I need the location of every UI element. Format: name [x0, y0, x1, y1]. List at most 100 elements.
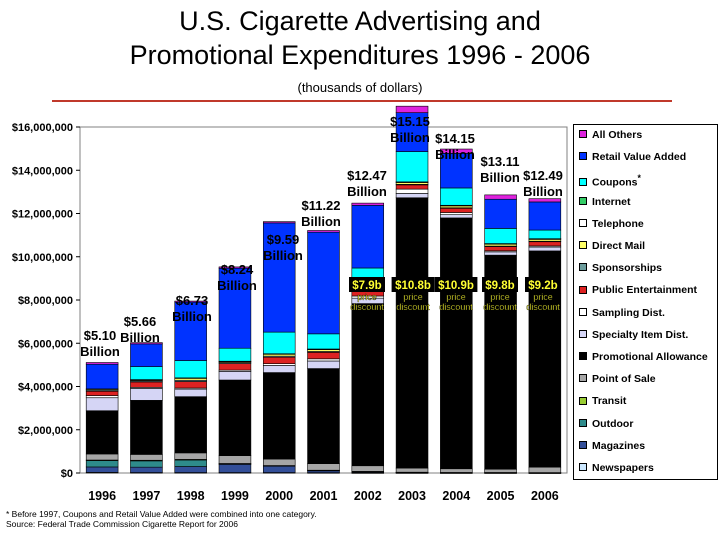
bar-2002-all-others	[351, 202, 385, 206]
y-tick-label: $0	[61, 468, 73, 480]
bar-1998-all-others	[174, 300, 207, 303]
legend-swatch	[579, 463, 587, 472]
bar-1997-specialty-item-dist	[130, 388, 163, 401]
discount-label-bg-2004	[434, 277, 478, 292]
x-tick-label: 1998	[177, 489, 205, 503]
bar-1998-retail-value-added	[174, 301, 207, 361]
bar-2003-sampling-dist	[395, 188, 429, 194]
total-annotation-2004: Billion	[435, 147, 475, 162]
x-tick-label: 1997	[133, 489, 161, 503]
legend-swatch	[579, 178, 587, 187]
discount-text-2002: discount	[350, 302, 384, 312]
bar-1996-outdoor	[85, 460, 119, 468]
legend-swatch	[579, 196, 587, 205]
total-annotation-1997: $5.66	[124, 314, 157, 329]
discount-value-2003: $10.8b	[395, 280, 431, 292]
bar-2005-specialty-item-dist	[484, 251, 517, 256]
bar-2004-retail-value-added	[440, 153, 473, 189]
bar-1997-promotional-allowance	[130, 400, 163, 455]
x-tick-label: 2004	[442, 489, 470, 503]
bar-1999-coupons	[218, 347, 252, 362]
discount-value-2006: $9.2b	[528, 280, 557, 292]
bar-2000-point-of-sale	[262, 458, 296, 466]
total-annotation-2002: Billion	[347, 184, 387, 199]
discount-text-2005: price	[490, 292, 510, 302]
legend-swatch	[579, 285, 587, 294]
bar-2001-public-entertainment	[307, 352, 340, 360]
bar-1999-promotional-allowance	[218, 379, 252, 457]
bar-1999-all-others	[218, 266, 252, 269]
bar-1996-specialty-item-dist	[85, 397, 119, 412]
legend-item-transit: Transit	[579, 395, 626, 409]
bar-2003-promotional-allowance	[395, 197, 429, 469]
bar-2002-point-of-sale	[351, 465, 385, 472]
y-tick-label: $12,000,000	[12, 209, 73, 221]
bar-2000-coupons	[262, 331, 296, 355]
bar-2006-specialty-item-dist	[528, 246, 562, 252]
bar-1999-point-of-sale	[218, 455, 252, 464]
y-tick-label: $16,000,000	[12, 122, 73, 134]
chart-subtitle: (thousands of dollars)	[297, 80, 423, 95]
total-annotation-1999: $8.24	[221, 262, 254, 277]
bar-2004-specialty-item-dist	[440, 214, 473, 219]
bar-2003-public-entertainment	[395, 184, 429, 190]
legend-swatch	[579, 263, 587, 272]
bar-1998-magazines	[174, 466, 207, 473]
x-tick-label: 2006	[531, 489, 559, 503]
legend-item-specialty-item-dist: Specialty Item Dist.	[579, 329, 688, 343]
discount-text-2004: discount	[439, 302, 473, 312]
bar-2006-public-entertainment	[528, 241, 562, 247]
bar-1997-all-others	[130, 342, 163, 345]
total-annotation-1999: Billion	[217, 278, 257, 293]
total-annotation-2001: $11.22	[301, 198, 340, 213]
total-annotation-2001: Billion	[301, 214, 341, 229]
bar-2003-coupons	[395, 151, 429, 183]
legend-label: Retail Value Added	[592, 151, 687, 164]
discount-label-bg-2002	[349, 277, 385, 292]
bar-2004-all-others	[440, 148, 473, 154]
legend-item-newspapers: Newspapers	[579, 462, 654, 476]
bar-1998-outdoor	[174, 459, 207, 467]
bar-1999-magazines	[218, 464, 252, 473]
chart-legend: All Others Retail Value Added Coupons* Inte…	[573, 124, 718, 480]
total-annotation-2003: Billion	[390, 130, 430, 145]
footnote-line-1: * Before 1997, Coupons and Retail Value …	[6, 509, 317, 519]
discount-label-bg-2003	[391, 277, 435, 292]
legend-label: Telephone	[592, 217, 644, 230]
legend-item-direct-mail: Direct Mail	[579, 240, 645, 254]
legend-swatch	[579, 441, 587, 450]
legend-label: Sponsorships	[592, 262, 663, 275]
title-line-1: U.S. Cigarette Advertising and	[179, 6, 541, 36]
bar-1998-coupons	[174, 360, 207, 379]
legend-label: Specialty Item Dist.	[592, 328, 689, 341]
bar-2001-coupons	[307, 333, 340, 350]
title-line-2: Promotional Expenditures 1996 - 2006	[129, 40, 591, 70]
bar-1998-promotional-allowance	[174, 396, 207, 454]
legend-label: Magazines	[592, 439, 646, 452]
legend-swatch	[579, 219, 587, 228]
bar-2005-all-others	[484, 194, 517, 200]
y-tick-label: $4,000,000	[18, 382, 73, 394]
bar-1997-point-of-sale	[130, 454, 163, 461]
bar-1997-outdoor	[130, 460, 163, 468]
discount-text-2003: discount	[396, 302, 430, 312]
footnote: * Before 1997, Coupons and Retail Value …	[6, 509, 317, 529]
discount-value-2002: $7.9b	[352, 280, 381, 292]
legend-item-public-entertainment: Public Entertainment	[579, 284, 697, 298]
total-annotation-2005: Billion	[480, 170, 520, 185]
bar-1996-retail-value-added	[85, 363, 119, 390]
total-annotation-2004: $14.15	[435, 131, 475, 146]
legend-swatch	[579, 241, 587, 250]
legend-label: Public Entertainment	[592, 284, 698, 297]
legend-item-outdoor: Outdoor	[579, 418, 633, 432]
bar-1999-specialty-item-dist	[218, 371, 252, 381]
bar-2006-coupons	[528, 229, 562, 239]
bar-2004-promotional-allowance	[440, 217, 473, 470]
legend-label: Coupons	[592, 176, 638, 189]
legend-swatch	[579, 352, 587, 361]
legend-label: Point of Sale	[592, 373, 656, 386]
total-annotation-1998: $6.73	[176, 293, 209, 308]
bar-1998-specialty-item-dist	[174, 388, 207, 397]
total-annotation-1996: Billion	[80, 344, 120, 359]
y-tick-label: $8,000,000	[18, 295, 73, 307]
